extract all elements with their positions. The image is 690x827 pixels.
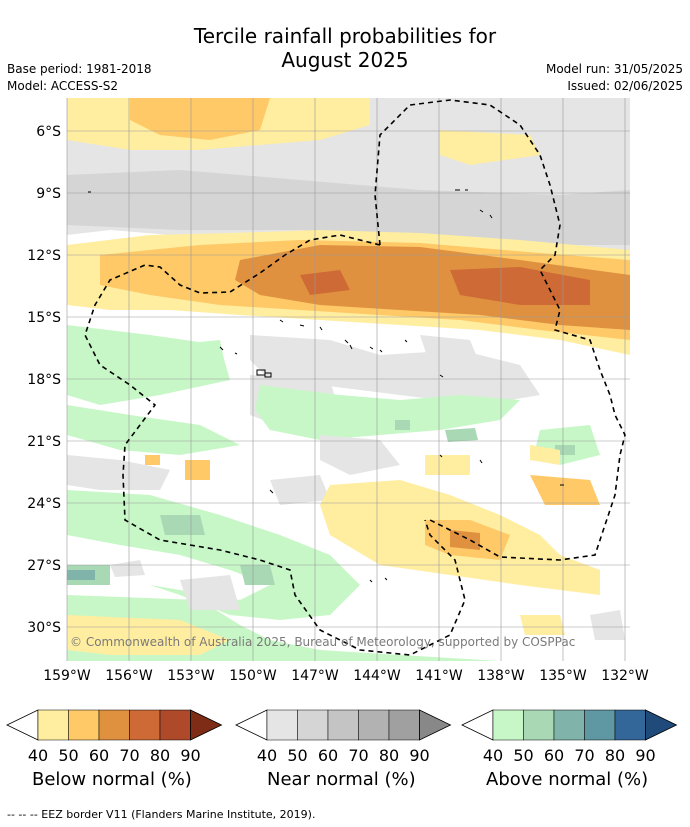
- legend-near-normal: 40 50 60 70 80 90 Near normal (%): [235, 709, 453, 790]
- colorbar-extension-high: [645, 709, 678, 741]
- chart-title: Tercile rainfall probabilities for Augus…: [0, 24, 690, 72]
- rainfall-probability-map: © Commonwealth of Australia 2025, Bureau…: [27, 98, 649, 684]
- colorbar-tick-label: 40: [483, 746, 503, 765]
- colorbar-swatch: [98, 709, 130, 741]
- colorbar-swatch: [584, 709, 616, 741]
- legend-title-above-normal: Above normal (%): [486, 769, 649, 790]
- colorbar-tick-label: 90: [635, 746, 655, 765]
- colorbar-tick-label: 50: [58, 746, 78, 765]
- lat-label: 15°S: [27, 310, 61, 326]
- lat-label: 18°S: [27, 372, 61, 388]
- legend-below-normal: 40 50 60 70 80 90 Below normal (%): [6, 709, 224, 790]
- colorbar-tick-label: 60: [544, 746, 564, 765]
- colorbar-swatch: [553, 709, 585, 741]
- colorbar-tick-label: 80: [150, 746, 170, 765]
- probability-field: [67, 98, 630, 661]
- lat-label: 9°S: [36, 186, 61, 202]
- colorbar-tick-label: 90: [180, 746, 200, 765]
- eez-borders: [84, 99, 626, 656]
- lon-label: 159°W: [43, 668, 91, 684]
- meta-left: Base period: 1981-2018 Model: ACCESS-S2: [7, 61, 152, 95]
- colorbar-swatch: [129, 709, 161, 741]
- colorbar-tick-label: 60: [318, 746, 338, 765]
- title-line-2: August 2025: [281, 48, 409, 72]
- colorbar-extension-low: [461, 709, 494, 741]
- lat-label: 24°S: [27, 496, 61, 512]
- colorbar-swatch: [159, 709, 191, 741]
- colorbar-tick-label: 90: [409, 746, 429, 765]
- colorbar-swatch: [492, 709, 524, 741]
- colorbar-extension-high: [190, 709, 223, 741]
- colorbar-tick-label: 50: [287, 746, 307, 765]
- colorbar-tick-label: 70: [119, 746, 139, 765]
- colorbar-swatch: [297, 709, 329, 741]
- colorbar-extension-high: [419, 709, 452, 741]
- base-period: Base period: 1981-2018: [7, 62, 152, 76]
- lon-label: 135°W: [539, 668, 587, 684]
- colorbar-tick-label: 40: [28, 746, 48, 765]
- colorbar-near-normal: 40 50 60 70 80 90: [235, 709, 452, 765]
- legend-above-normal: 40 50 60 70 80 90 Above normal (%): [461, 709, 679, 790]
- colorbar-tick-label: 40: [257, 746, 277, 765]
- lon-label: 141°W: [415, 668, 463, 684]
- colorbar-swatch: [358, 709, 390, 741]
- colorbar-below-normal: 40 50 60 70 80 90: [6, 709, 223, 765]
- colorbar-swatch: [37, 709, 69, 741]
- colorbar-swatch: [68, 709, 100, 741]
- colorbar-swatch: [523, 709, 555, 741]
- islands: [88, 189, 564, 583]
- lon-label: 132°W: [601, 668, 649, 684]
- model-run: Model run: 31/05/2025: [545, 62, 683, 76]
- copyright-notice: © Commonwealth of Australia 2025, Bureau…: [70, 635, 575, 649]
- lon-label: 156°W: [105, 668, 153, 684]
- colorbar-swatch: [327, 709, 359, 741]
- colorbar-tick-label: 70: [574, 746, 594, 765]
- lon-label: 150°W: [229, 668, 277, 684]
- colorbar-swatch: [266, 709, 298, 741]
- legend-title-below-normal: Below normal (%): [32, 769, 192, 790]
- model-name: Model: ACCESS-S2: [7, 79, 119, 93]
- eez-footnote: -- -- -- EEZ border V11 (Flanders Marine…: [7, 808, 316, 821]
- title-line-1: Tercile rainfall probabilities for: [193, 24, 497, 48]
- lat-label: 30°S: [27, 620, 61, 636]
- colorbar-tick-label: 80: [605, 746, 625, 765]
- colorbar-extension-low: [235, 709, 268, 741]
- map-gridlines: [66, 98, 630, 661]
- lat-label: 21°S: [27, 434, 61, 450]
- colorbar-tick-label: 60: [89, 746, 109, 765]
- legend-title-near-normal: Near normal (%): [267, 769, 416, 790]
- colorbar-above-normal: 40 50 60 70 80 90: [461, 709, 678, 765]
- lon-label: 144°W: [353, 668, 401, 684]
- colorbar-tick-label: 70: [348, 746, 368, 765]
- lat-label: 6°S: [36, 124, 61, 140]
- colorbar-swatch: [614, 709, 646, 741]
- lon-label: 153°W: [167, 668, 215, 684]
- issued-date: Issued: 02/06/2025: [567, 79, 683, 93]
- meta-right: Model run: 31/05/2025 Issued: 02/06/2025: [546, 61, 683, 95]
- lon-label: 147°W: [291, 668, 339, 684]
- longitude-labels: 159°W 156°W 153°W 150°W 147°W 144°W 141°…: [43, 668, 649, 684]
- colorbar-tick-label: 80: [379, 746, 399, 765]
- colorbar-extension-low: [6, 709, 39, 741]
- latitude-labels: 6°S 9°S 12°S 15°S 18°S 21°S 24°S 27°S 30…: [27, 124, 61, 636]
- lat-label: 12°S: [27, 248, 61, 264]
- colorbar-tick-label: 50: [513, 746, 533, 765]
- colorbar-swatch: [388, 709, 420, 741]
- lat-label: 27°S: [27, 558, 61, 574]
- lon-label: 138°W: [477, 668, 525, 684]
